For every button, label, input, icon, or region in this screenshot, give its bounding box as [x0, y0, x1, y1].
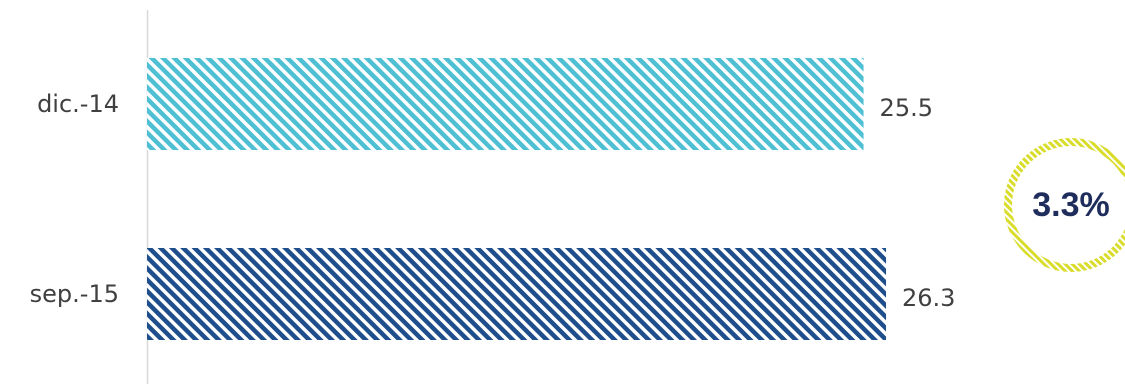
data-label: 26.3	[902, 284, 955, 312]
change-badge: 3.3%	[1004, 138, 1125, 272]
bar-dic-14	[147, 58, 864, 150]
change-badge-ring	[1004, 138, 1125, 272]
category-tick-label: sep.-15	[30, 280, 119, 308]
bars-group	[147, 58, 887, 340]
change-badge-text: 3.3%	[1032, 186, 1110, 224]
data-label: 25.5	[880, 94, 933, 122]
category-tick-label: dic.-14	[37, 90, 119, 118]
bar-sep-15	[147, 248, 887, 340]
data-labels-group: 25.5 26.3	[880, 94, 956, 312]
category-ticks-group: dic.-14 sep.-15	[30, 90, 119, 308]
